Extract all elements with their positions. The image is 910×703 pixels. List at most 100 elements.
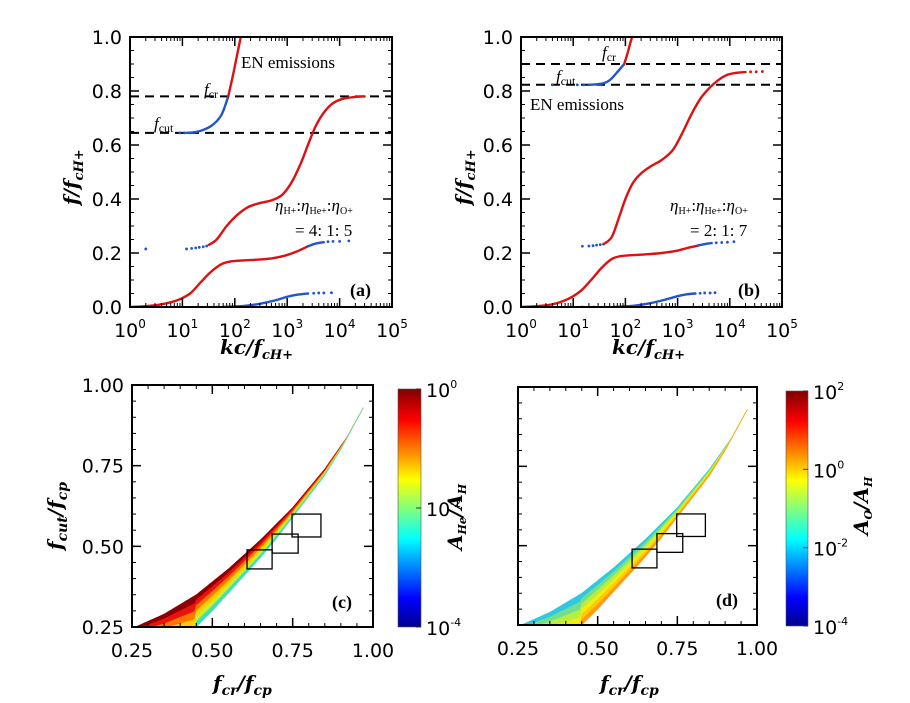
panel-b-fcut-label: fcut [556,67,576,88]
panel-d-data-layer [518,409,748,625]
colorbar-tick-label: 100 [426,378,457,402]
panel-b-ylabel: f/fcH+ [451,149,479,207]
panel-a-fcut-label: fcut [154,114,174,135]
point-middle-blue-dots [190,247,194,250]
region-box-1 [246,549,273,570]
panel-d-colorbar [785,390,809,627]
y-tick-label: 1.0 [483,27,513,49]
point-upper-blue-dots [575,83,579,87]
panel-d-ticks: 0.25 0.50 0.75 1.00 [497,386,778,660]
point-lower-red-blue-dots [732,240,736,244]
colorbar-tick-label: 10-2 [813,537,848,561]
point-upper-blue-dots [551,83,554,87]
x-tick-label: 102 [219,317,251,342]
band-strip [554,409,748,625]
x-tick-label: 0.75 [272,640,314,662]
panel-b-ratio-value: = 2: 1: 7 [690,221,748,240]
panel-b-label: (b) [738,280,760,301]
point-bottom-blue-dots [330,291,333,295]
point-middle-blue-dots [591,244,595,248]
x-tick-label: 0.25 [497,638,539,660]
point-upper-blue-dots [188,131,192,135]
series-upper-blue [185,95,230,135]
y-tick-label: 0.2 [92,243,122,265]
x-tick-label: 102 [609,317,641,342]
point-bottom-blue-dots [708,291,712,295]
series-upper-blue [587,62,626,86]
x-tick-label: 103 [271,317,303,342]
colorbar-tick-label: 10-4 [426,616,461,640]
panel-b-xlabel: kc/fcH+ [612,335,685,363]
x-tick-label: 100 [505,317,537,342]
point-bottom-blue-dots [322,291,326,295]
point-middle-blue-dots [197,245,201,249]
panel-a-ratio-label: ηH+:ηHe+:ηO+ [275,196,353,217]
series-upper-red [623,37,634,66]
series-lower-red-blue-tail [697,241,713,247]
y-tick-label: 0.2 [483,243,513,265]
point-lower-red-blue-dots [338,239,341,243]
point-bottom-blue-dots [713,291,717,295]
panel-a-ylabel: f/fcH+ [59,149,87,207]
panel-b-ticks: 100 101 102 103 104 105 0.0 0.2 0.4 0.6 0.8 1.0 [483,27,798,342]
panel-c-colorbar-label: AHe/AH [443,483,469,552]
point-middle-blue-dots [205,244,209,248]
band-strip [168,407,364,627]
panel-a-label: (a) [350,280,371,301]
point-middle-blue-dots [580,244,584,248]
panel-c-frame [131,384,374,628]
point-lower-red-blue-dots [726,240,729,244]
point-lower-red-blue-dots [331,239,335,243]
point-lower-red-blue-dots [347,239,351,243]
y-tick-label: 1.00 [82,375,124,397]
panel-c-ticks: 0.25 0.50 0.75 1.00 0.25 0.50 0.75 1.00 [82,375,394,662]
y-tick-label: 1.0 [92,27,122,49]
x-tick-label: 104 [714,317,746,342]
band-strip [538,409,748,625]
panel-d-frame [517,386,758,626]
band-strip [194,407,364,627]
x-tick-label: 1.00 [352,640,394,662]
x-tick-label: 0.50 [577,638,619,660]
panel-a: 100 101 102 103 104 105 0.0 0.2 0.4 0.6 0.8 1.0 EN … [59,27,408,363]
panel-a-ratio-value: = 4: 1: 5 [295,221,352,240]
point-middle-red-dots [754,70,758,74]
x-tick-label: 0.25 [111,640,153,662]
region-box-2 [656,532,684,553]
point-middle-blue-dots [194,246,198,250]
panel-a-xlabel: kc/fcH+ [220,335,293,363]
panel-c-colorbar-ticks: 100 10-2 10-4 [416,378,461,640]
panel-d-colorbar-ticks: 102 100 10-2 10-4 [803,380,848,639]
y-tick-label: 0.6 [92,135,122,157]
point-bottom-blue-dots [698,291,702,295]
x-tick-label: 104 [324,317,356,342]
point-middle-blue-dots [595,243,598,247]
panel-b-fcr-label: fcr [602,43,616,64]
region-box-3 [676,513,707,538]
panel-c-ylabel: fcut/fcp [43,482,71,552]
y-tick-label: 0.50 [82,536,124,558]
colorbar-tick-label: 102 [813,380,844,404]
point-middle-blue-dots [144,247,148,251]
point-lower-red-blue-dots [714,241,718,245]
panel-c-label: (c) [332,592,352,613]
panel-c-xlabel: fcr/fcp [211,671,272,699]
y-tick-label: 0.4 [92,189,122,211]
point-middle-red-dots [749,70,752,74]
region-box-2 [271,533,299,554]
panel-d-xlabel: fcr/fcp [598,671,659,699]
panel-a-ticks: 100 101 102 103 104 105 0.0 0.2 0.4 0.6 0.8 1.0 [92,27,408,342]
band-strip [152,407,364,627]
series-bottom-blue [612,292,697,307]
y-tick-label: 0.6 [483,135,513,157]
x-tick-label: 0.75 [656,638,698,660]
point-middle-blue-dots [587,244,591,248]
colorbar-tick-label: 10-2 [426,497,461,521]
panel-a-en-emissions-label: EN emissions [241,53,335,72]
x-tick-label: 0.50 [191,640,233,662]
panel-a-fcr-label: fcr [204,80,218,101]
band-strip [518,409,748,625]
panel-c-data-layer [132,407,364,627]
band-strip [141,407,364,627]
